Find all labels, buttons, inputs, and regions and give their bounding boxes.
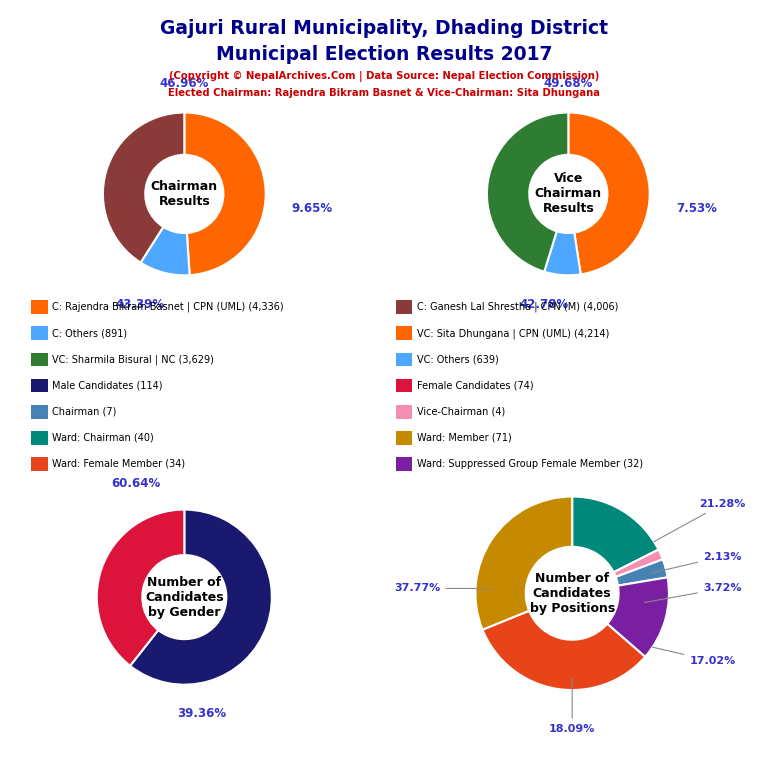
Text: Gajuri Rural Municipality, Dhading District: Gajuri Rural Municipality, Dhading Distr… (160, 19, 608, 38)
Text: (Copyright © NepalArchives.Com | Data Source: Nepal Election Commission): (Copyright © NepalArchives.Com | Data So… (169, 71, 599, 81)
Text: 43.39%: 43.39% (115, 298, 164, 311)
Wedge shape (545, 231, 581, 275)
Text: C: Rajendra Bikram Basnet | CPN (UML) (4,336): C: Rajendra Bikram Basnet | CPN (UML) (4… (52, 302, 284, 313)
Wedge shape (568, 112, 650, 274)
Text: Ward: Female Member (34): Ward: Female Member (34) (52, 458, 185, 469)
Text: C: Others (891): C: Others (891) (52, 328, 127, 339)
Text: 39.36%: 39.36% (177, 707, 227, 720)
Text: 49.68%: 49.68% (544, 77, 593, 90)
Wedge shape (475, 496, 572, 630)
Text: 46.96%: 46.96% (160, 77, 209, 90)
Text: VC: Sharmila Bisural | NC (3,629): VC: Sharmila Bisural | NC (3,629) (52, 354, 214, 365)
Wedge shape (482, 611, 645, 690)
Text: 60.64%: 60.64% (111, 477, 161, 490)
Wedge shape (607, 578, 669, 657)
Text: Vice
Chairman
Results: Vice Chairman Results (535, 173, 602, 215)
Wedge shape (97, 510, 184, 666)
Wedge shape (487, 112, 568, 272)
Text: 17.02%: 17.02% (652, 647, 736, 666)
Text: VC: Others (639): VC: Others (639) (417, 354, 498, 365)
Text: 42.78%: 42.78% (519, 298, 568, 311)
Text: Elected Chairman: Rajendra Bikram Basnet & Vice-Chairman: Sita Dhungana: Elected Chairman: Rajendra Bikram Basnet… (168, 88, 600, 98)
Wedge shape (103, 112, 184, 263)
Wedge shape (184, 112, 266, 275)
Text: Number of
Candidates
by Positions: Number of Candidates by Positions (529, 572, 615, 614)
Text: 3.72%: 3.72% (644, 584, 741, 602)
Wedge shape (616, 559, 667, 586)
Text: Chairman
Results: Chairman Results (151, 180, 218, 208)
Text: Vice-Chairman (4): Vice-Chairman (4) (417, 406, 505, 417)
Text: Ward: Suppressed Group Female Member (32): Ward: Suppressed Group Female Member (32… (417, 458, 643, 469)
Text: Female Candidates (74): Female Candidates (74) (417, 380, 534, 391)
Text: 37.77%: 37.77% (394, 584, 487, 594)
Text: 7.53%: 7.53% (676, 202, 717, 215)
Text: 21.28%: 21.28% (654, 499, 745, 541)
Text: Chairman (7): Chairman (7) (52, 406, 117, 417)
Text: 2.13%: 2.13% (650, 551, 741, 573)
Wedge shape (141, 227, 190, 275)
Text: 9.65%: 9.65% (292, 202, 333, 215)
Text: 18.09%: 18.09% (549, 678, 595, 733)
Wedge shape (614, 550, 663, 577)
Text: Ward: Chairman (40): Ward: Chairman (40) (52, 432, 154, 443)
Text: Municipal Election Results 2017: Municipal Election Results 2017 (216, 45, 552, 64)
Wedge shape (130, 510, 272, 684)
Text: C: Ganesh Lal Shrestha | CPN (M) (4,006): C: Ganesh Lal Shrestha | CPN (M) (4,006) (417, 302, 618, 313)
Text: Ward: Member (71): Ward: Member (71) (417, 432, 511, 443)
Text: VC: Sita Dhungana | CPN (UML) (4,214): VC: Sita Dhungana | CPN (UML) (4,214) (417, 328, 609, 339)
Wedge shape (572, 496, 658, 572)
Text: Male Candidates (114): Male Candidates (114) (52, 380, 163, 391)
Text: Number of
Candidates
by Gender: Number of Candidates by Gender (145, 576, 223, 618)
